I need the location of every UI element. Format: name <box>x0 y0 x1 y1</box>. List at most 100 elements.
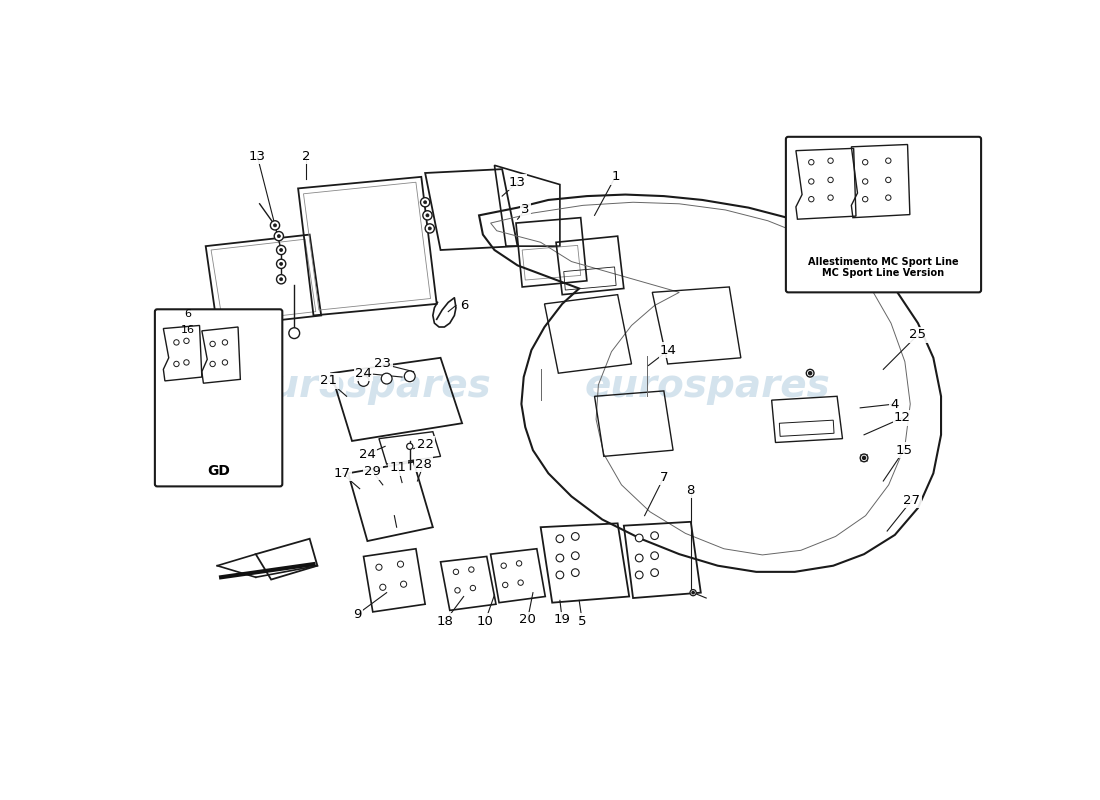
Circle shape <box>382 373 392 384</box>
Text: 6: 6 <box>185 310 191 319</box>
Text: 13: 13 <box>509 176 526 189</box>
Circle shape <box>557 571 564 578</box>
Text: 6: 6 <box>460 299 469 312</box>
Circle shape <box>425 224 435 233</box>
Text: 5: 5 <box>578 614 586 628</box>
Circle shape <box>636 534 644 542</box>
Circle shape <box>808 372 812 374</box>
Circle shape <box>379 584 386 590</box>
Circle shape <box>279 278 283 281</box>
Circle shape <box>828 158 834 163</box>
Circle shape <box>571 552 579 559</box>
Circle shape <box>808 197 814 202</box>
Circle shape <box>500 563 506 568</box>
Text: 19: 19 <box>553 613 571 626</box>
Circle shape <box>359 375 369 386</box>
Circle shape <box>808 178 814 184</box>
Text: 23: 23 <box>374 358 392 370</box>
Circle shape <box>210 362 216 366</box>
Text: 27: 27 <box>903 494 921 506</box>
Circle shape <box>184 338 189 343</box>
Text: 22: 22 <box>417 438 433 450</box>
Circle shape <box>277 234 280 238</box>
Circle shape <box>516 561 521 566</box>
Circle shape <box>222 360 228 365</box>
Circle shape <box>651 552 659 559</box>
Circle shape <box>276 274 286 284</box>
Circle shape <box>862 456 866 459</box>
Text: 4: 4 <box>891 398 899 410</box>
Circle shape <box>400 581 407 587</box>
Text: 14: 14 <box>660 344 676 357</box>
Circle shape <box>397 561 404 567</box>
Circle shape <box>557 535 564 542</box>
Circle shape <box>222 340 228 345</box>
Circle shape <box>470 586 475 590</box>
Text: 18: 18 <box>437 614 453 628</box>
FancyBboxPatch shape <box>785 137 981 292</box>
Circle shape <box>376 564 382 570</box>
Text: MC Sport Line Version: MC Sport Line Version <box>823 268 945 278</box>
Text: 15: 15 <box>895 444 913 457</box>
Circle shape <box>422 210 432 220</box>
Text: 1: 1 <box>612 170 619 183</box>
Text: 9: 9 <box>353 608 362 621</box>
Text: 17: 17 <box>333 467 351 480</box>
Circle shape <box>276 246 286 254</box>
Text: eurospares: eurospares <box>585 366 830 405</box>
Circle shape <box>428 227 431 230</box>
Circle shape <box>469 567 474 572</box>
Text: 13: 13 <box>249 150 266 162</box>
Text: 3: 3 <box>521 203 529 217</box>
Circle shape <box>557 554 564 562</box>
Circle shape <box>571 533 579 540</box>
Circle shape <box>571 569 579 577</box>
Text: Allestimento MC Sport Line: Allestimento MC Sport Line <box>808 257 959 267</box>
Circle shape <box>453 569 459 574</box>
Circle shape <box>405 371 415 382</box>
Circle shape <box>210 342 216 346</box>
Circle shape <box>862 197 868 202</box>
Text: 20: 20 <box>519 613 536 626</box>
Circle shape <box>184 360 189 365</box>
Circle shape <box>279 249 283 251</box>
Circle shape <box>279 262 283 266</box>
Circle shape <box>808 159 814 165</box>
Text: 12: 12 <box>894 411 911 424</box>
Circle shape <box>426 214 429 217</box>
Circle shape <box>692 591 694 594</box>
Text: 25: 25 <box>910 328 926 341</box>
Text: 24: 24 <box>355 366 372 380</box>
Circle shape <box>636 554 644 562</box>
Circle shape <box>886 178 891 182</box>
Text: 10: 10 <box>476 614 494 628</box>
Text: 8: 8 <box>686 484 695 497</box>
Circle shape <box>862 159 868 165</box>
Circle shape <box>806 370 814 377</box>
Circle shape <box>862 178 868 184</box>
Circle shape <box>174 340 179 345</box>
Circle shape <box>276 259 286 269</box>
Circle shape <box>454 588 460 593</box>
Circle shape <box>828 195 834 200</box>
Circle shape <box>271 221 279 230</box>
Circle shape <box>828 178 834 182</box>
Circle shape <box>886 158 891 163</box>
Circle shape <box>503 582 508 588</box>
Circle shape <box>424 201 427 204</box>
Circle shape <box>420 198 430 207</box>
Text: 24: 24 <box>359 447 376 461</box>
Circle shape <box>274 224 276 227</box>
Circle shape <box>274 231 284 241</box>
Text: eurospares: eurospares <box>246 366 492 405</box>
Circle shape <box>860 454 868 462</box>
Text: 7: 7 <box>660 470 668 484</box>
Text: GD: GD <box>207 464 230 478</box>
Circle shape <box>690 590 696 596</box>
Text: 11: 11 <box>389 462 407 474</box>
Text: 16: 16 <box>182 326 195 335</box>
Circle shape <box>289 328 299 338</box>
Text: 29: 29 <box>364 466 382 478</box>
Circle shape <box>518 580 524 586</box>
Circle shape <box>651 532 659 539</box>
